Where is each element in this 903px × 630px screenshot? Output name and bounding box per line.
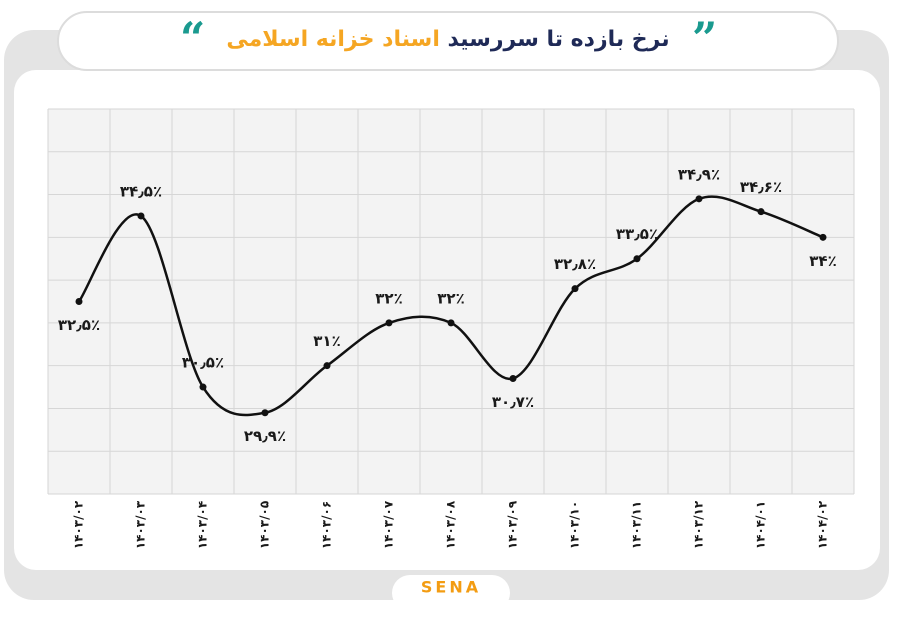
title-pill — [57, 11, 839, 71]
title-main: نرخ بازده تا سررسید — [448, 27, 670, 52]
x-tick-label: ۱۴۰۳/۱۱ — [630, 501, 644, 549]
quote-mark: “ — [180, 14, 205, 65]
point — [261, 409, 269, 417]
value-label: ۳۲٫۵٪ — [58, 316, 100, 334]
brand: SENA — [421, 578, 481, 597]
value-label: ۳۲٪ — [375, 289, 402, 307]
title-highlight: اسناد خزانه اسلامی — [226, 27, 439, 52]
value-label: ۳۲٪ — [437, 289, 464, 307]
chart-title: نرخ بازده تا سررسید اسناد خزانه اسلامی — [226, 27, 669, 52]
value-label: ۳۴٫۹٪ — [678, 165, 720, 183]
line — [77, 195, 824, 417]
point — [323, 362, 331, 370]
value-label: ۳۴٪ — [809, 252, 836, 270]
point — [199, 383, 207, 391]
value-label: ۳۴٫۶٪ — [740, 178, 782, 196]
plot-area — [48, 109, 854, 494]
value-label: ۲۹٫۹٪ — [244, 427, 286, 445]
x-tick-label: ۱۴۰۴/۰۲ — [816, 500, 830, 549]
x-tick-label: ۱۴۰۳/۱۲ — [692, 500, 706, 549]
point — [757, 208, 765, 216]
x-tick-label: ۱۴۰۴/۰۱ — [754, 501, 768, 549]
value-label: ۳۳٫۵٪ — [616, 225, 658, 243]
value-label: ۳۴٫۵٪ — [120, 182, 162, 200]
x-tick-label: ۱۴۰۳/۰۸ — [444, 500, 458, 549]
value-label: ۳۱٪ — [313, 332, 340, 350]
point — [447, 319, 455, 327]
point — [819, 233, 827, 241]
x-tick-label: ۱۴۰۳/۰۶ — [320, 501, 334, 549]
logo-pill — [392, 575, 510, 611]
x-tick-label: ۱۴۰۳/۰۳ — [134, 500, 148, 549]
point — [571, 285, 579, 293]
value-label: ۳۲٫۸٪ — [554, 255, 596, 273]
x-tick-label: ۱۴۰۳/۱۰ — [568, 501, 582, 549]
plot: ۱۴۰۳/۰۲ ۱۴۰۳/۰۳ ۱۴۰۳/۰۴ ۱۴۰۳/۰۵ ۱۴۰۳/۰۶ ۱۴۰۳/… — [47, 108, 855, 549]
x-tick-label: ۱۴۰۳/۰۷ — [382, 500, 396, 549]
value-label: ۳۰٫۵٪ — [182, 354, 224, 372]
point — [633, 255, 641, 263]
quote-mark: ” — [692, 14, 717, 65]
x-tick-label: ۱۴۰۳/۰۴ — [196, 501, 210, 549]
value-label: ۳۰٫۷٪ — [492, 393, 534, 411]
x-tick-label: ۱۴۰۳/۰۲ — [72, 500, 86, 549]
x-tick-label: ۱۴۰۳/۰۵ — [258, 501, 272, 549]
point — [695, 195, 703, 203]
point — [509, 375, 517, 382]
point — [75, 298, 83, 305]
x-tick-label: ۱۴۰۳/۰۹ — [506, 500, 520, 549]
point — [137, 212, 145, 220]
point — [385, 319, 393, 327]
